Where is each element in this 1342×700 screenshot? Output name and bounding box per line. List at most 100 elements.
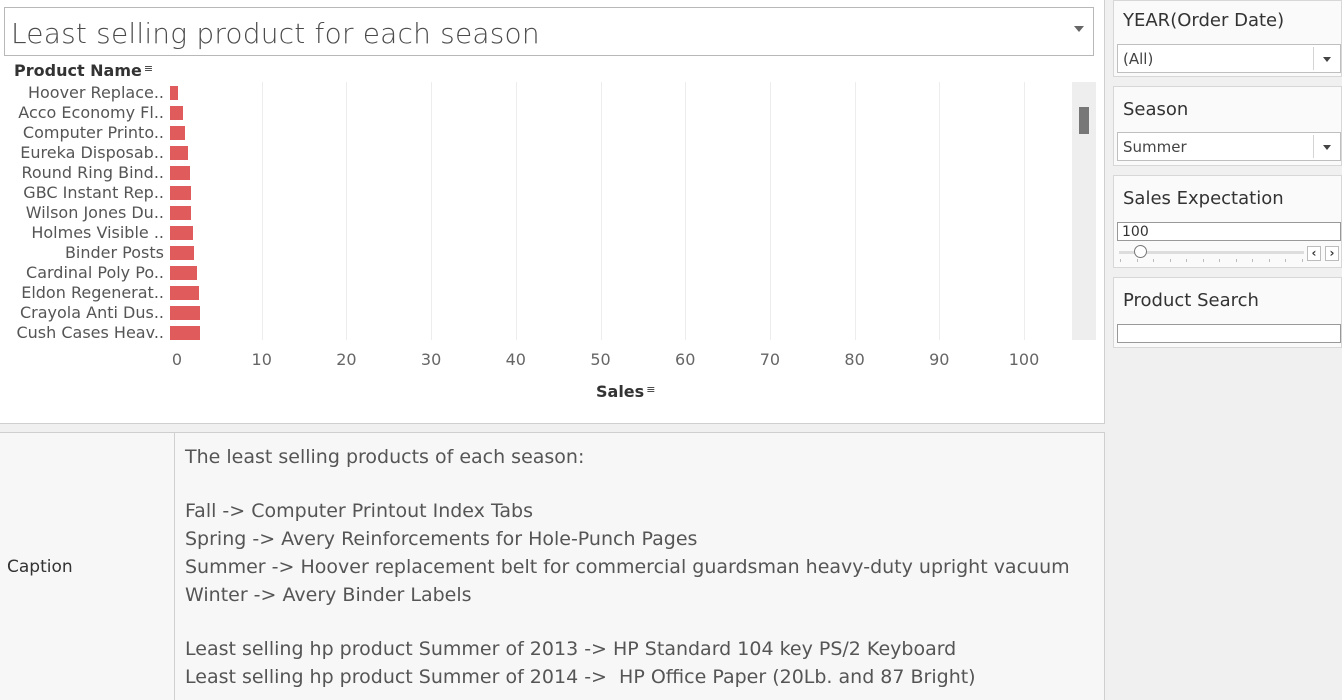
slider-tick bbox=[1153, 259, 1154, 262]
sales-bar[interactable] bbox=[170, 326, 200, 340]
chevron-down-icon[interactable] bbox=[1323, 145, 1331, 150]
product-row-label[interactable]: Computer Printo.. bbox=[22, 123, 164, 142]
gridline bbox=[1024, 82, 1025, 340]
x-axis-header-label: Sales bbox=[596, 382, 645, 401]
gridline bbox=[769, 82, 771, 340]
slider-tick bbox=[1136, 259, 1138, 262]
title-menu-caret-icon[interactable] bbox=[1074, 26, 1084, 32]
slider-tick bbox=[1169, 259, 1171, 262]
year-filter-card: YEAR(Order Date) (All) bbox=[1113, 0, 1342, 77]
caption-header-line: The least selling products of each seaso… bbox=[185, 446, 585, 468]
x-tick-label: 20 bbox=[336, 350, 357, 369]
sales-bar[interactable] bbox=[170, 146, 188, 160]
product-search-title: Product Search bbox=[1123, 290, 1259, 311]
gridline bbox=[515, 82, 517, 340]
sales-bar[interactable] bbox=[170, 166, 191, 180]
product-row-label[interactable]: Binder Posts bbox=[64, 243, 164, 262]
sales-bar[interactable] bbox=[170, 286, 199, 300]
product-row-label[interactable]: GBC Instant Rep.. bbox=[23, 183, 164, 202]
sales-bar[interactable] bbox=[170, 266, 198, 280]
chevron-right-icon[interactable]: › bbox=[1325, 246, 1339, 261]
sales-bar[interactable] bbox=[170, 226, 193, 240]
season-filter-dropdown[interactable]: Summer bbox=[1117, 132, 1341, 161]
caption-hp-2013: Least selling hp product Summer of 2013 … bbox=[185, 638, 957, 660]
product-search-card: Product Search bbox=[1113, 277, 1342, 348]
caption-season-spring: Spring -> Avery Reinforcements for Hole-… bbox=[185, 528, 698, 550]
x-tick-label: 60 bbox=[675, 350, 696, 369]
gridline bbox=[854, 82, 856, 340]
sales-bar[interactable] bbox=[170, 106, 183, 120]
product-row-label[interactable]: Holmes Visible .. bbox=[31, 223, 164, 242]
caption-header-cell: Caption bbox=[0, 433, 175, 700]
caption-season-summer: Summer -> Hoover replacement belt for co… bbox=[185, 556, 1070, 578]
caption-season-winter: Winter -> Avery Binder Labels bbox=[185, 584, 472, 606]
season-filter-title: Season bbox=[1123, 99, 1189, 120]
slider-tick bbox=[1186, 259, 1187, 262]
season-filter-card: Season Summer bbox=[1113, 86, 1342, 166]
caption-body: The least selling products of each seaso… bbox=[185, 443, 1070, 691]
sales-bar[interactable] bbox=[170, 206, 192, 220]
x-tick-label: 100 bbox=[1008, 350, 1040, 369]
gridline bbox=[600, 82, 602, 340]
slider-tick bbox=[1268, 259, 1270, 262]
sales-bar[interactable] bbox=[170, 306, 200, 320]
worksheet-title-bar[interactable]: Least selling product for each season bbox=[4, 7, 1094, 56]
slider-tick bbox=[1219, 259, 1220, 262]
slider-tick bbox=[1202, 259, 1204, 262]
x-tick-label: 0 bbox=[171, 350, 183, 369]
sales-bar[interactable] bbox=[170, 186, 192, 200]
slider-tick bbox=[1235, 259, 1237, 262]
chevron-left-icon[interactable]: ‹ bbox=[1307, 246, 1321, 261]
x-tick-label: 30 bbox=[420, 350, 442, 369]
slider-tick bbox=[1120, 259, 1121, 262]
vertical-scrollbar[interactable] bbox=[1072, 82, 1096, 340]
slider-tick bbox=[1252, 259, 1253, 262]
scrollbar-thumb[interactable] bbox=[1079, 107, 1089, 134]
caption-season-fall: Fall -> Computer Printout Index Tabs bbox=[185, 500, 534, 522]
dropdown-separator bbox=[1313, 47, 1314, 70]
x-axis-header[interactable]: Sales ≡ bbox=[596, 382, 655, 401]
product-row-label[interactable]: Acco Economy Fl.. bbox=[18, 103, 164, 122]
caption-hp-2014: Least selling hp product Summer of 2014 … bbox=[185, 666, 976, 688]
x-tick-label: 70 bbox=[759, 350, 781, 369]
gridline bbox=[431, 82, 433, 340]
year-filter-dropdown[interactable]: (All) bbox=[1117, 44, 1341, 73]
caption-label: Caption bbox=[7, 557, 73, 577]
product-row-label[interactable]: Eldon Regenerat.. bbox=[21, 283, 164, 302]
product-row-label[interactable]: Round Ring Bind.. bbox=[21, 163, 164, 182]
sort-icon[interactable]: ≡ bbox=[143, 62, 153, 75]
sales-expectation-input[interactable]: 100 bbox=[1117, 222, 1341, 241]
product-row-label[interactable]: Cush Cases Heav.. bbox=[16, 323, 164, 342]
sales-bar[interactable] bbox=[170, 126, 186, 140]
year-filter-title: YEAR(Order Date) bbox=[1123, 10, 1285, 31]
product-row-label[interactable]: Cardinal Poly Po.. bbox=[26, 263, 164, 282]
sales-expectation-value: 100 bbox=[1122, 224, 1149, 240]
sales-expectation-title: Sales Expectation bbox=[1123, 188, 1284, 209]
slider-track[interactable] bbox=[1119, 251, 1304, 254]
product-row-label[interactable]: Wilson Jones Du.. bbox=[25, 203, 164, 222]
x-tick-label: 90 bbox=[929, 350, 950, 369]
product-row-label[interactable]: Hoover Replace.. bbox=[27, 83, 164, 102]
sales-bar[interactable] bbox=[170, 86, 179, 100]
sales-expectation-card: Sales Expectation 100 ‹ › bbox=[1113, 175, 1342, 268]
slider-thumb[interactable] bbox=[1134, 245, 1147, 258]
gridline bbox=[939, 82, 941, 340]
plot-area bbox=[170, 82, 1068, 340]
gridline bbox=[685, 82, 687, 340]
x-tick-label: 80 bbox=[844, 350, 865, 369]
season-filter-value: Summer bbox=[1123, 138, 1187, 156]
product-row-label[interactable]: Eureka Disposab.. bbox=[20, 143, 164, 162]
chevron-down-icon[interactable] bbox=[1323, 57, 1331, 62]
product-search-input[interactable] bbox=[1117, 324, 1341, 343]
product-row-label[interactable]: Crayola Anti Dus.. bbox=[19, 303, 164, 322]
slider-tick bbox=[1301, 259, 1303, 262]
slider-tick bbox=[1285, 259, 1286, 262]
y-axis-header-label: Product Name bbox=[14, 61, 142, 80]
sales-bar[interactable] bbox=[170, 246, 194, 260]
gridline bbox=[261, 82, 263, 340]
worksheet-panel: Least selling product for each season Pr… bbox=[0, 0, 1105, 424]
sales-expectation-slider[interactable]: ‹ › bbox=[1114, 216, 1342, 266]
sort-icon[interactable]: ≡ bbox=[646, 383, 655, 396]
y-axis-header[interactable]: Product Name ≡ bbox=[14, 61, 153, 80]
caption-panel: Caption The least selling products of ea… bbox=[0, 432, 1105, 700]
